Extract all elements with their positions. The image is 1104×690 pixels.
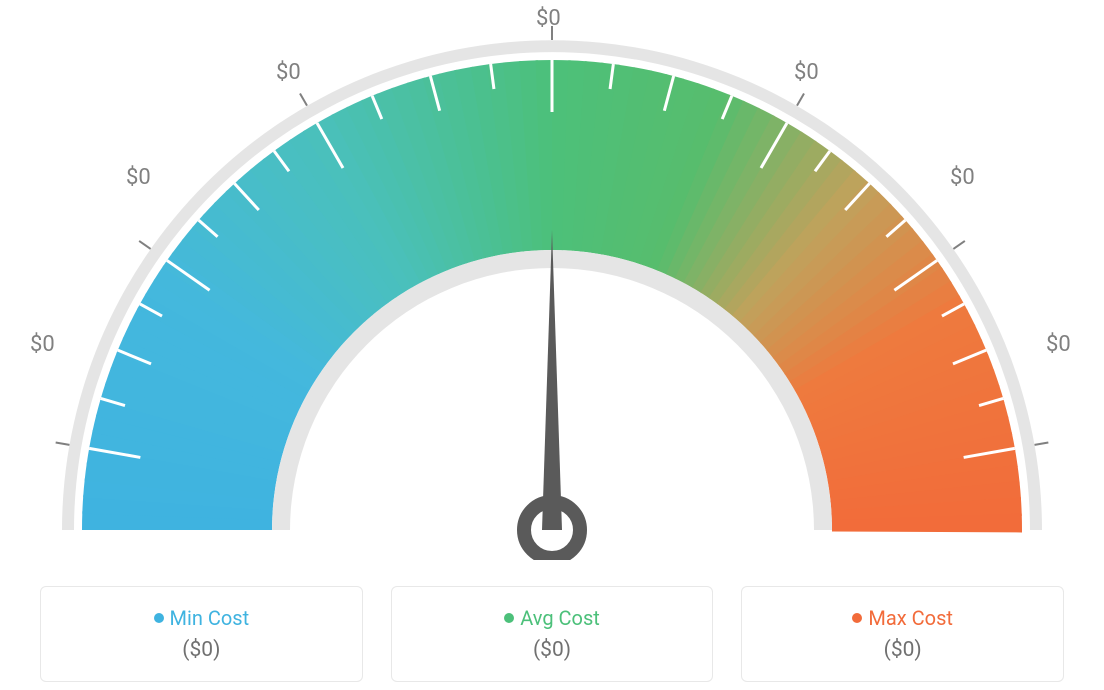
legend-value-max: ($0) [884,638,922,662]
legend-dot-icon [852,613,862,623]
gauge-tick-label: $0 [126,165,151,190]
gauge-chart: $0 $0 $0 $0 $0 $0 $0 [0,0,1104,560]
legend-dot-icon [154,613,164,623]
rim-tick [139,241,150,249]
legend-title-avg: Avg Cost [504,606,600,630]
legend-dot-icon [504,613,514,623]
gauge-tick-label: $0 [30,332,55,357]
legend-title-max: Max Cost [852,606,953,630]
gauge-tick-label: $0 [950,165,975,190]
gauge-tick-label: $0 [536,6,561,31]
gauge-tick-label: $0 [1046,332,1071,357]
legend-value-min: ($0) [182,638,220,662]
legend-card-avg: Avg Cost ($0) [391,586,714,682]
rim-tick [953,241,964,249]
legend-card-max: Max Cost ($0) [741,586,1064,682]
gauge-svg [0,0,1104,560]
gauge-needle [542,230,562,530]
legend-label-min: Min Cost [170,606,250,630]
legend-label-avg: Avg Cost [520,606,600,630]
legend-label-max: Max Cost [868,606,953,630]
legend-title-min: Min Cost [154,606,250,630]
legend-row: Min Cost ($0) Avg Cost ($0) Max Cost ($0) [0,586,1104,690]
legend-value-avg: ($0) [533,638,571,662]
rim-tick [1035,442,1049,444]
gauge-tick-label: $0 [794,60,819,85]
rim-tick [797,94,804,106]
legend-card-min: Min Cost ($0) [40,586,363,682]
rim-tick [300,94,307,106]
gauge-tick-label: $0 [276,60,301,85]
rim-tick [56,442,70,444]
